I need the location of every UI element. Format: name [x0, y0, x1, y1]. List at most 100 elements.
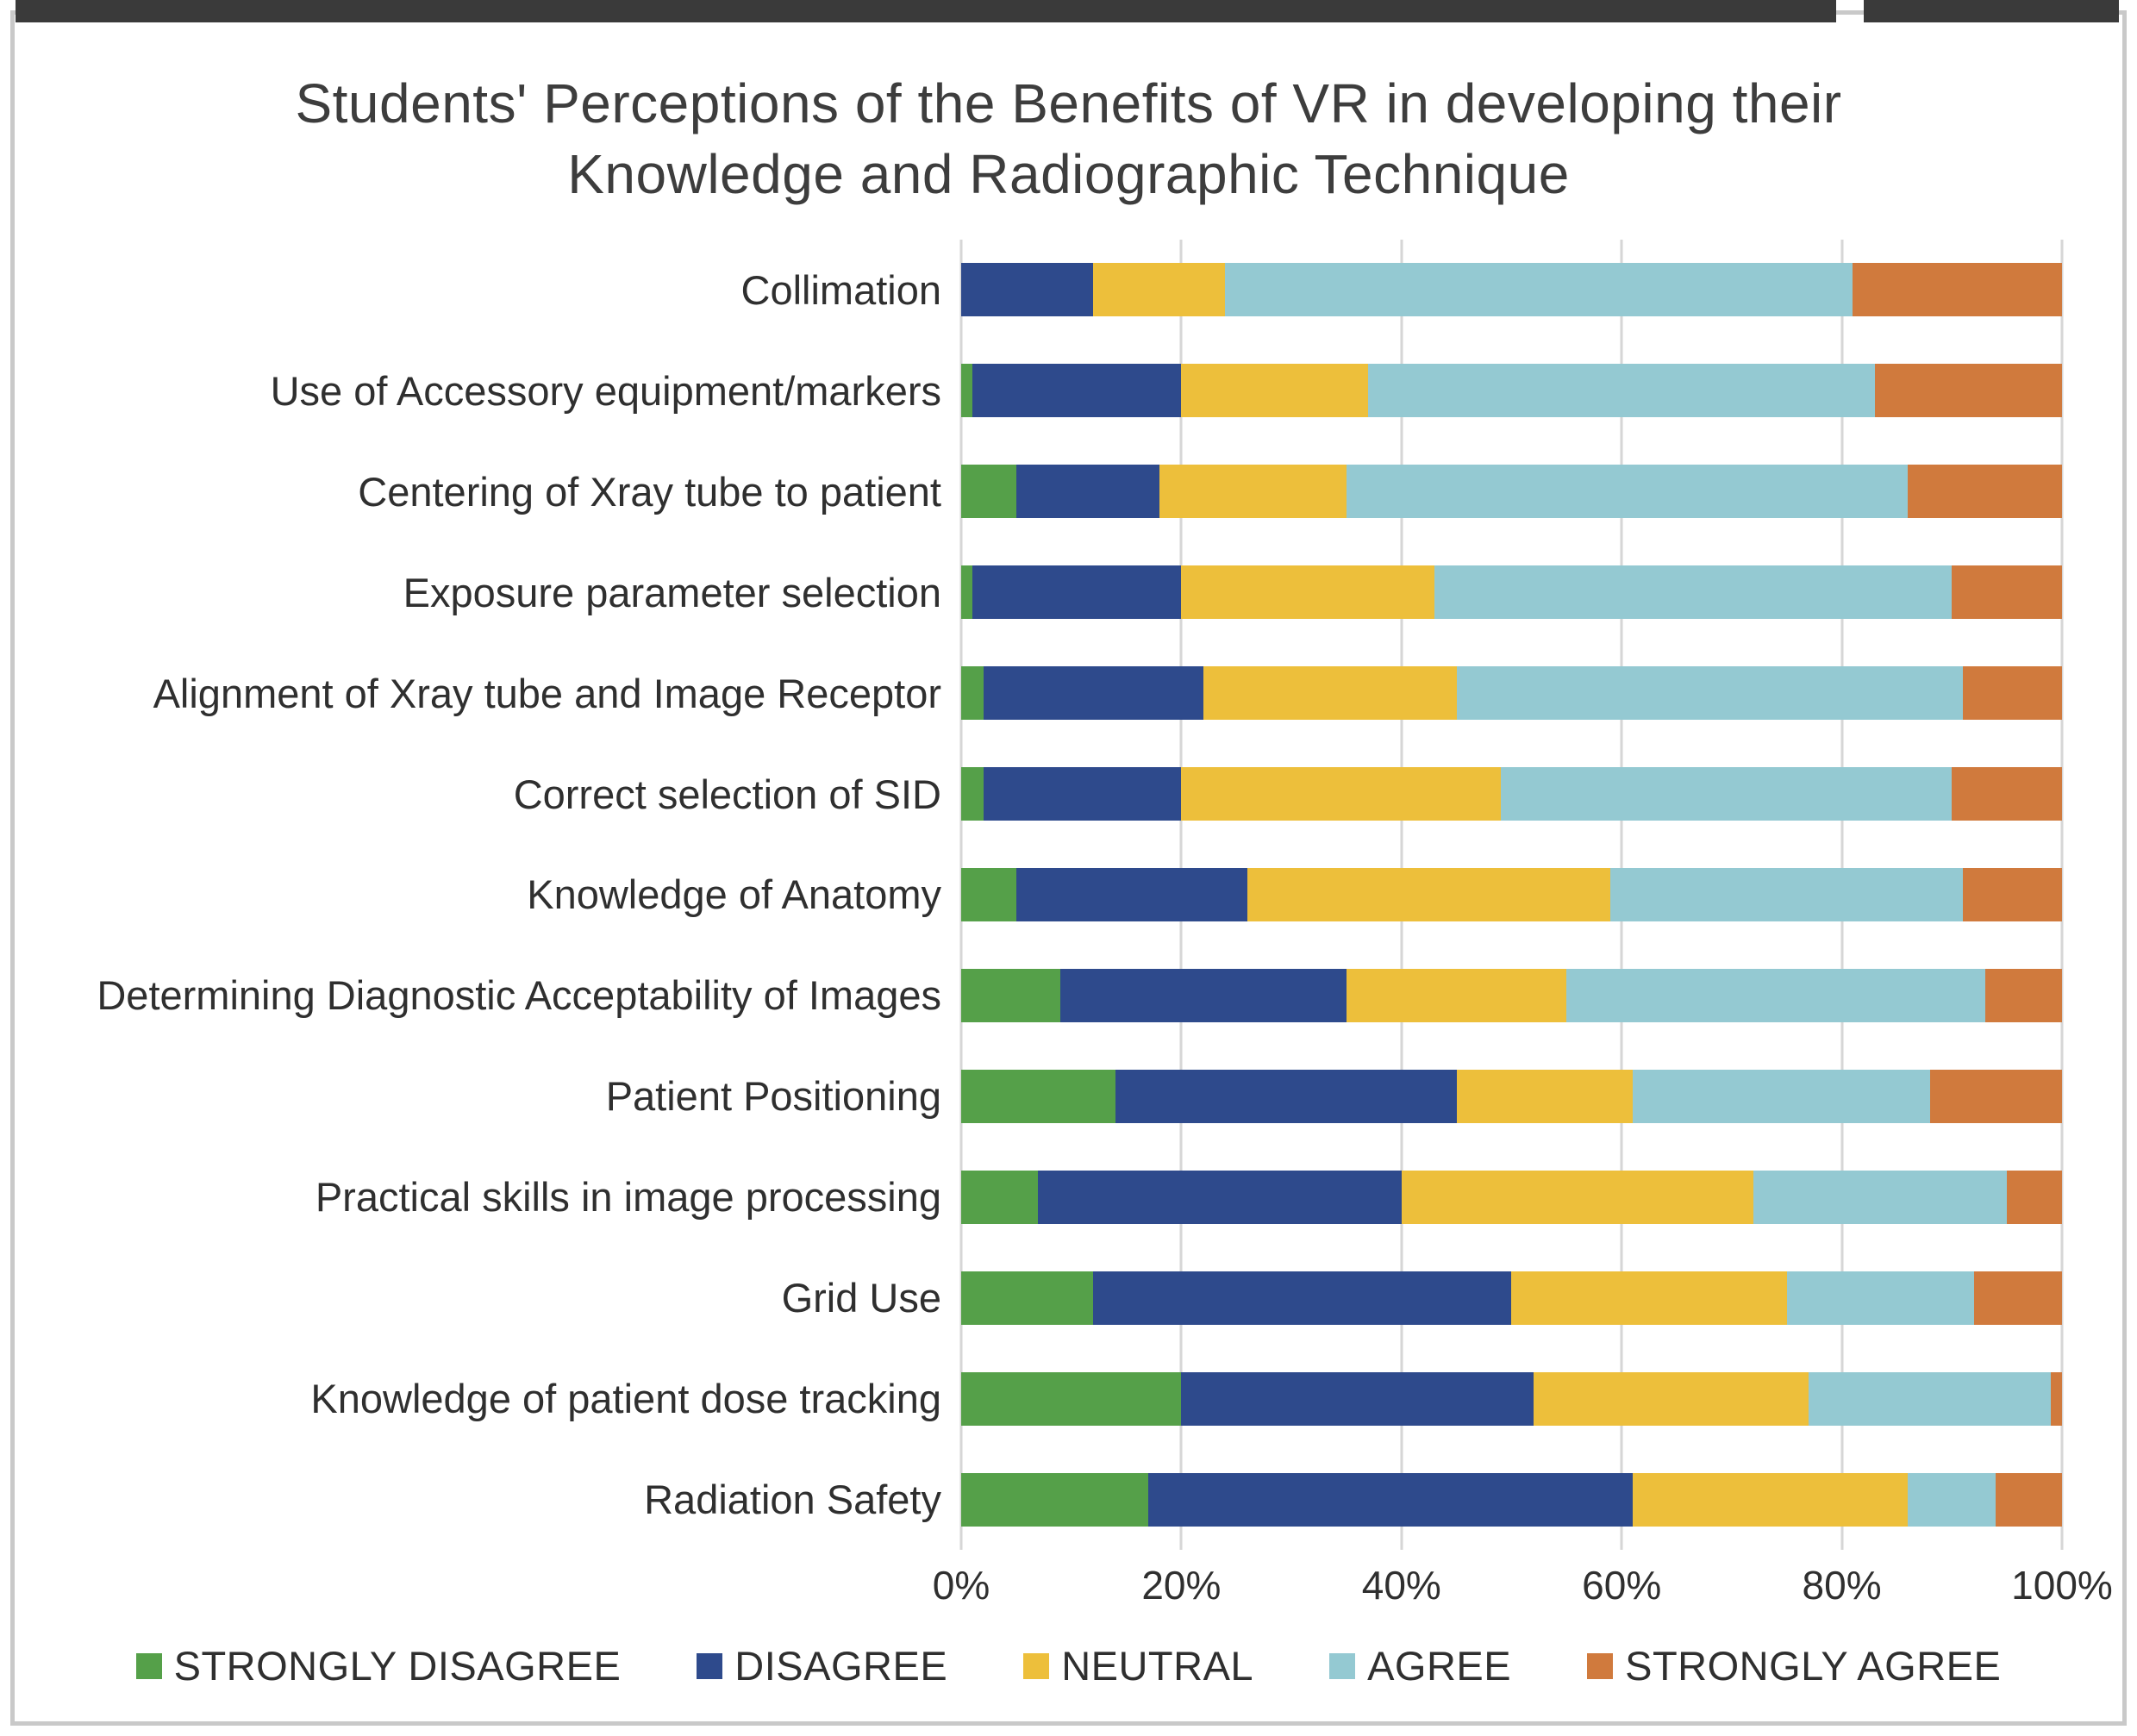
bar-segment-disagree [983, 767, 1182, 821]
bar-segment-neutral [1346, 968, 1567, 1022]
bar-segment-agree [1225, 263, 1853, 317]
bar-row [961, 565, 2062, 620]
bar-segment-agree [1908, 1472, 1996, 1527]
bar-segment-strongly-disagree [961, 867, 1016, 921]
legend-label: NEUTRAL [1061, 1643, 1254, 1689]
bar-segment-strongly-disagree [961, 1472, 1149, 1527]
chart-title-line1: Students' Perceptions of the Benefits of… [295, 72, 1842, 134]
bar-segment-neutral [1401, 1170, 1754, 1224]
bar-row [961, 1271, 2062, 1325]
bar-row [961, 1069, 2062, 1123]
bar-segment-strongly-agree [1929, 1069, 2062, 1123]
bar-row [961, 867, 2062, 921]
x-tick-label: 60% [1582, 1563, 1662, 1608]
bar-segment-strongly-disagree [961, 565, 972, 620]
bar-row [961, 767, 2062, 821]
bar-segment-neutral [1159, 465, 1347, 519]
bar-segment-neutral [1534, 1371, 1809, 1426]
bar-segment-agree [1632, 1069, 1930, 1123]
category-label: Exposure parameter selection [403, 569, 941, 615]
legend-label: STRONGLY DISAGREE [173, 1643, 622, 1689]
x-tick-label: 20% [1141, 1563, 1222, 1608]
bar-row [961, 465, 2062, 519]
legend-item: STRONGLY AGREE [1587, 1642, 2001, 1689]
bar-segment-strongly-agree [2051, 1371, 2062, 1426]
category-label: Radiation Safety [644, 1477, 941, 1523]
bar-segment-neutral [1181, 364, 1369, 418]
bar-segment-agree [1368, 364, 1875, 418]
bar-segment-strongly-agree [1973, 1271, 2062, 1325]
bar-segment-neutral [1511, 1271, 1787, 1325]
category-label: Grid Use [781, 1275, 941, 1321]
bar-segment-disagree [1115, 1069, 1457, 1123]
bar-row [961, 666, 2062, 721]
legend-swatch [1023, 1652, 1050, 1679]
bar-segment-disagree [983, 666, 1203, 721]
x-tick-label: 80% [1802, 1563, 1882, 1608]
chart-title: Students' Perceptions of the Benefits of… [0, 69, 2137, 210]
bar-segment-strongly-disagree [961, 465, 1016, 519]
bar-row [961, 968, 2062, 1022]
bar-segment-disagree [1038, 1170, 1402, 1224]
bar-segment-disagree [1059, 968, 1347, 1022]
bar-segment-agree [1566, 968, 1985, 1022]
bar-segment-agree [1346, 465, 1909, 519]
category-label: Use of Accessory equipment/markers [270, 367, 941, 414]
chart-title-line2: Knowledge and Radiographic Technique [567, 142, 1570, 205]
category-label: Alignment of Xray tube and Image Recepto… [153, 670, 941, 716]
x-tick-label: 100% [2011, 1563, 2113, 1608]
bar-segment-neutral [1203, 666, 1457, 721]
x-tick-label: 0% [932, 1563, 990, 1608]
bar-segment-strongly-disagree [961, 1069, 1115, 1123]
bar-row [961, 1170, 2062, 1224]
bar-segment-strongly-agree [1963, 867, 2062, 921]
legend-swatch [697, 1652, 723, 1679]
legend-label: STRONGLY AGREE [1625, 1643, 2002, 1689]
bar-segment-strongly-disagree [961, 767, 984, 821]
bar-segment-agree [1610, 867, 1964, 921]
legend-item: DISAGREE [697, 1642, 947, 1689]
bar-segment-agree [1434, 565, 1953, 620]
category-axis: Collimation Use of Accessory equipment/ma… [26, 240, 941, 1550]
bar-segment-strongly-disagree [961, 1170, 1039, 1224]
legend-label: AGREE [1367, 1643, 1512, 1689]
bar-row [961, 364, 2062, 418]
bar-segment-disagree [1093, 1271, 1512, 1325]
bars-container [961, 240, 2062, 1550]
category-label: Knowledge of Anatomy [527, 871, 941, 918]
bar-segment-disagree [972, 364, 1182, 418]
scan-edge-artifact [16, 0, 1836, 22]
bar-segment-disagree [961, 263, 1094, 317]
bar-segment-disagree [1148, 1472, 1633, 1527]
legend-swatch [135, 1652, 162, 1679]
category-label: Centering of Xray tube to patient [358, 468, 941, 515]
bar-segment-strongly-agree [1952, 565, 2062, 620]
bar-segment-neutral [1456, 1069, 1633, 1123]
bar-row [961, 263, 2062, 317]
bar-segment-strongly-agree [1952, 767, 2062, 821]
bar-segment-agree [1753, 1170, 2008, 1224]
bar-segment-neutral [1181, 565, 1435, 620]
bar-segment-strongly-agree [1908, 465, 2062, 519]
legend-item: AGREE [1329, 1642, 1511, 1689]
bar-row [961, 1472, 2062, 1527]
legend: STRONGLY DISAGREE DISAGREE NEUTRAL AGREE STR… [0, 1642, 2137, 1689]
category-label: Correct selection of SID [513, 771, 941, 817]
category-label: Patient Positioning [605, 1073, 941, 1120]
bar-segment-strongly-disagree [961, 1271, 1094, 1325]
bar-segment-neutral [1181, 767, 1501, 821]
category-label: Collimation [740, 266, 941, 313]
bar-segment-strongly-disagree [961, 968, 1060, 1022]
bar-segment-strongly-agree [1874, 364, 2062, 418]
bar-segment-disagree [1015, 465, 1159, 519]
scan-edge-artifact [1864, 0, 2119, 22]
bar-segment-strongly-agree [2007, 1170, 2062, 1224]
bar-segment-disagree [1015, 867, 1247, 921]
bar-segment-neutral [1247, 867, 1611, 921]
legend-label: DISAGREE [734, 1643, 948, 1689]
bar-segment-strongly-agree [1853, 263, 2062, 317]
bar-segment-strongly-disagree [961, 364, 972, 418]
legend-item: NEUTRAL [1023, 1642, 1253, 1689]
category-label: Knowledge of patient dose tracking [310, 1376, 941, 1422]
gridline [2060, 240, 2064, 1550]
